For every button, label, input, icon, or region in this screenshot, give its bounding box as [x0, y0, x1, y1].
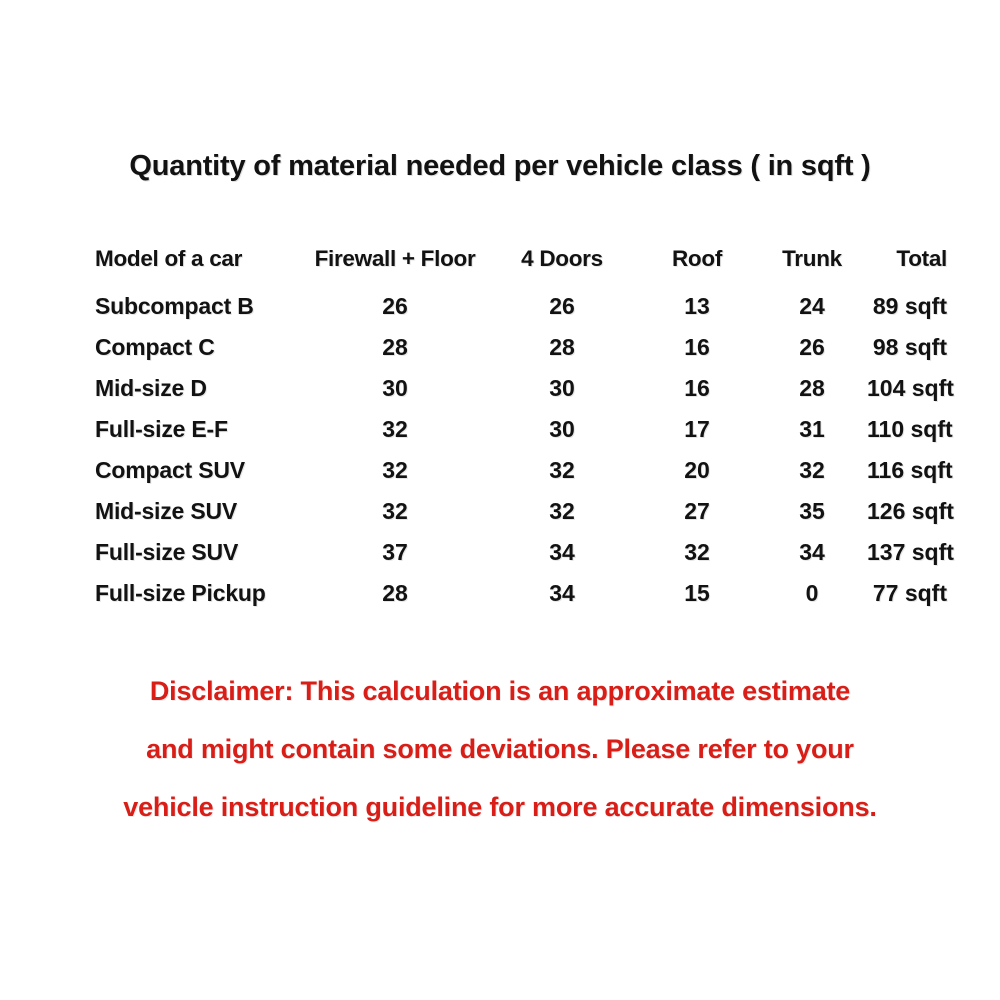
cell-firewall-floor: 32: [382, 416, 408, 442]
cell-doors: 32: [549, 498, 575, 524]
table-row: Full-size E-F 32 30 17 31 110 sqft: [95, 409, 953, 450]
column-header-trunk: Trunk: [782, 246, 842, 271]
cell-total: 104 sqft: [867, 375, 954, 401]
column-header-firewall-floor: Firewall + Floor: [314, 246, 476, 271]
cell-trunk: 35: [799, 498, 825, 524]
cell-trunk: 0: [805, 580, 819, 606]
table-header-row: Model of a car Firewall + Floor 4 Doors …: [95, 236, 947, 286]
cell-doors: 34: [549, 580, 575, 606]
cell-firewall-floor: 28: [382, 334, 408, 360]
cell-roof: 15: [684, 580, 710, 606]
disclaimer-line-3: vehicle instruction guideline for more a…: [123, 792, 877, 822]
cell-roof: 16: [684, 334, 710, 360]
cell-total: 137 sqft: [867, 539, 954, 565]
cell-model: Full-size Pickup: [95, 580, 266, 606]
material-table-container: Model of a car Firewall + Floor 4 Doors …: [95, 236, 954, 614]
table-row: Compact C 28 28 16 26 98 sqft: [95, 327, 947, 368]
cell-trunk: 32: [799, 457, 825, 483]
cell-doors: 28: [549, 334, 575, 360]
cell-firewall-floor: 37: [382, 539, 408, 565]
table-row: Full-size SUV 37 34 32 34 137 sqft: [95, 532, 954, 573]
cell-doors: 30: [549, 416, 575, 442]
cell-model: Full-size SUV: [95, 539, 239, 565]
disclaimer-line-1: Disclaimer: This calculation is an appro…: [149, 676, 851, 706]
cell-roof: 32: [684, 539, 710, 565]
cell-roof: 27: [684, 498, 710, 524]
cell-roof: 20: [684, 457, 710, 483]
table-row: Mid-size D 30 30 16 28 104 sqft: [95, 368, 954, 409]
page-title: Quantity of material needed per vehicle …: [129, 150, 871, 182]
table-row: Subcompact B 26 26 13 24 89 sqft: [95, 286, 947, 327]
cell-firewall-floor: 32: [382, 498, 408, 524]
cell-firewall-floor: 28: [382, 580, 408, 606]
cell-model: Full-size E-F: [95, 416, 228, 442]
cell-total: 77 sqft: [872, 580, 947, 606]
column-header-4-doors: 4 Doors: [521, 246, 603, 271]
cell-firewall-floor: 32: [382, 457, 408, 483]
column-header-model: Model of a car: [95, 246, 243, 271]
cell-total: 116 sqft: [867, 457, 953, 483]
cell-trunk: 31: [799, 416, 825, 442]
cell-doors: 32: [549, 457, 575, 483]
cell-model: Subcompact B: [95, 293, 254, 319]
cell-model: Mid-size D: [95, 375, 207, 401]
cell-roof: 16: [684, 375, 710, 401]
cell-roof: 13: [684, 293, 710, 319]
cell-trunk: 24: [799, 293, 825, 319]
cell-doors: 30: [549, 375, 575, 401]
cell-doors: 34: [549, 539, 575, 565]
cell-trunk: 26: [799, 334, 825, 360]
column-header-total: Total: [896, 246, 947, 271]
cell-trunk: 34: [799, 539, 825, 565]
cell-model: Mid-size SUV: [95, 498, 238, 524]
cell-roof: 17: [684, 416, 710, 442]
cell-model: Compact C: [95, 334, 215, 360]
cell-model: Compact SUV: [95, 457, 245, 483]
table-row: Full-size Pickup 28 34 15 0 77 sqft: [95, 573, 947, 614]
table-row: Mid-size SUV 32 32 27 35 126 sqft: [95, 491, 954, 532]
cell-firewall-floor: 30: [382, 375, 408, 401]
disclaimer-line-2: and might contain some deviations. Pleas…: [146, 734, 854, 764]
cell-firewall-floor: 26: [382, 293, 408, 319]
cell-doors: 26: [549, 293, 575, 319]
column-header-roof: Roof: [671, 246, 723, 271]
cell-total: 126 sqft: [867, 498, 954, 524]
table-row: Compact SUV 32 32 20 32 116 sqft: [95, 450, 953, 491]
cell-total: 89 sqft: [872, 293, 947, 319]
table-header: Model of a car Firewall + Floor 4 Doors …: [95, 236, 947, 286]
cell-trunk: 28: [799, 375, 825, 401]
table-body: Subcompact B 26 26 13 24 89 sqft Compact…: [95, 286, 954, 614]
disclaimer-block: Disclaimer: This calculation is an appro…: [0, 662, 1000, 836]
cell-total: 98 sqft: [872, 334, 947, 360]
cell-total: 110 sqft: [867, 416, 953, 442]
material-table: Model of a car Firewall + Floor 4 Doors …: [95, 236, 954, 614]
